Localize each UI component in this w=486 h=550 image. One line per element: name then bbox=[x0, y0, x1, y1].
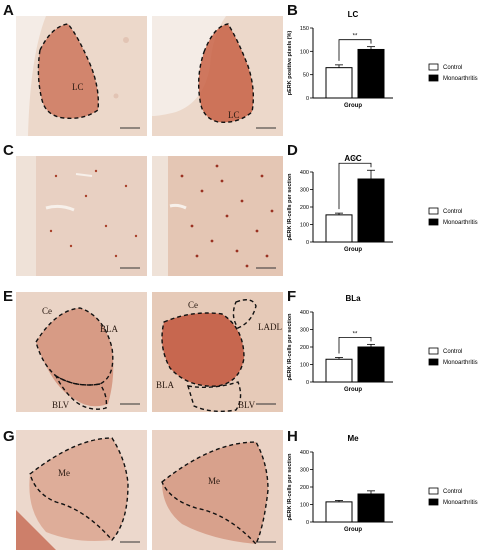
bar-monoarthritis bbox=[357, 178, 385, 243]
region-label-ce: Ce bbox=[188, 300, 198, 310]
chart-title: ACC bbox=[344, 154, 362, 163]
y-tick-label: 0 bbox=[306, 520, 309, 526]
x-axis-label: Group bbox=[344, 247, 362, 253]
region-label-blv: BLV bbox=[238, 400, 256, 410]
y-tick-label: 300 bbox=[300, 328, 309, 334]
micrograph-lc-control: LC bbox=[16, 16, 147, 136]
bar-control bbox=[325, 358, 353, 383]
y-axis-label: pERK positive pixels (%) bbox=[287, 31, 293, 96]
y-tick-label: 100 bbox=[300, 503, 309, 509]
legend-label-control: Control bbox=[443, 489, 462, 495]
legend-label-monoarthritis: Monoarthritis bbox=[443, 220, 478, 226]
legend-swatch-monoarthritis bbox=[428, 74, 439, 82]
micrograph-me-monoarthritis: Me bbox=[152, 430, 283, 550]
panel-letter-b: B bbox=[287, 2, 298, 19]
y-tick-label: 0 bbox=[306, 380, 309, 386]
region-label-ladl: LADL bbox=[258, 322, 282, 332]
legend-swatch-control bbox=[428, 487, 439, 495]
y-tick-label: 0 bbox=[306, 96, 309, 102]
significance-bracket bbox=[338, 336, 372, 354]
y-tick-label: 0 bbox=[306, 240, 309, 246]
bar-control bbox=[325, 214, 353, 243]
legend-label-control: Control bbox=[443, 349, 462, 355]
y-tick-label: 200 bbox=[300, 485, 309, 491]
y-tick-label: 300 bbox=[300, 188, 309, 194]
chart-title: BLa bbox=[345, 294, 361, 303]
legend-label-control: Control bbox=[443, 65, 462, 71]
bar-control bbox=[325, 67, 353, 99]
bar-monoarthritis bbox=[357, 48, 385, 99]
panel-letter-a: A bbox=[3, 2, 14, 19]
region-label-bla: BLA bbox=[156, 380, 175, 390]
bar-monoarthritis bbox=[357, 493, 385, 523]
chart-me: Me pERK IR-cells per section Group 0 100 200 3… bbox=[285, 430, 486, 550]
chart-title: Me bbox=[347, 434, 359, 443]
x-axis-label: Group bbox=[344, 103, 362, 109]
y-tick-label: 400 bbox=[300, 450, 309, 456]
y-tick-label: 100 bbox=[300, 49, 309, 55]
region-label-blv: BLV bbox=[52, 400, 70, 410]
y-tick-label: 400 bbox=[300, 170, 309, 176]
region-label-ce: Ce bbox=[42, 306, 52, 316]
region-label-bla: BLA bbox=[100, 324, 119, 334]
y-axis-label: pERK IR-cells per section bbox=[287, 453, 293, 521]
bar-monoarthritis bbox=[357, 346, 385, 383]
panel-letter-f: F bbox=[287, 288, 297, 305]
panel-letter-g: G bbox=[3, 428, 15, 445]
legend-swatch-control bbox=[428, 207, 439, 215]
x-axis-label: Group bbox=[344, 387, 362, 393]
region-label-me: Me bbox=[58, 468, 70, 478]
significance-bracket bbox=[338, 162, 372, 210]
legend-swatch-monoarthritis bbox=[428, 498, 439, 506]
y-tick-label: 200 bbox=[300, 205, 309, 211]
legend-label-monoarthritis: Monoarthritis bbox=[443, 360, 478, 366]
significance-bracket bbox=[338, 39, 372, 61]
micrograph-amygdala-control: Ce BLA BLV bbox=[16, 292, 147, 412]
significance-marker: ** bbox=[353, 157, 358, 163]
legend-swatch-monoarthritis bbox=[428, 218, 439, 226]
y-tick-label: 100 bbox=[300, 223, 309, 229]
significance-marker: ** bbox=[353, 34, 358, 40]
micrograph-acc-monoarthritis bbox=[152, 156, 283, 276]
panel-letter-d: D bbox=[287, 142, 298, 159]
panel-letter-c: C bbox=[3, 142, 14, 159]
y-axis-label: pERK IR-cells per section bbox=[287, 313, 293, 381]
chart-title: LC bbox=[348, 10, 359, 19]
panel-letter-h: H bbox=[287, 428, 298, 445]
y-tick-label: 400 bbox=[300, 310, 309, 316]
legend-label-monoarthritis: Monoarthritis bbox=[443, 500, 478, 506]
bar-control bbox=[325, 501, 353, 523]
significance-marker: ** bbox=[353, 331, 358, 337]
y-tick-label: 150 bbox=[300, 26, 309, 32]
y-axis-label: pERK IR-cells per section bbox=[287, 173, 293, 241]
y-tick-label: 200 bbox=[300, 345, 309, 351]
region-label-me: Me bbox=[208, 476, 220, 486]
legend-swatch-control bbox=[428, 63, 439, 71]
micrograph-amygdala-monoarthritis: Ce LADL BLA BLV bbox=[152, 292, 283, 412]
chart-acc: ACC pERK IR-cells per section Group 0 100 200… bbox=[285, 150, 486, 270]
panel-letter-e: E bbox=[3, 288, 14, 305]
legend-swatch-control bbox=[428, 347, 439, 355]
micrograph-me-control: Me bbox=[16, 430, 147, 550]
y-tick-label: 100 bbox=[300, 363, 309, 369]
legend-swatch-monoarthritis bbox=[428, 358, 439, 366]
legend-label-control: Control bbox=[443, 209, 462, 215]
region-label-lc: LC bbox=[72, 82, 84, 92]
legend-label-monoarthritis: Monoarthritis bbox=[443, 76, 478, 82]
region-label-lc: LC bbox=[228, 110, 240, 120]
chart-bla: BLa pERK IR-cells per section Group 0 100 200… bbox=[285, 290, 486, 410]
micrograph-lc-monoarthritis: LC bbox=[152, 16, 283, 136]
y-tick-label: 300 bbox=[300, 468, 309, 474]
micrograph-acc-control bbox=[16, 156, 147, 276]
chart-lc: LC pERK positive pixels (%) Group 0 50 100 150… bbox=[285, 6, 486, 126]
x-axis-label: Group bbox=[344, 527, 362, 533]
y-tick-label: 50 bbox=[303, 73, 309, 79]
